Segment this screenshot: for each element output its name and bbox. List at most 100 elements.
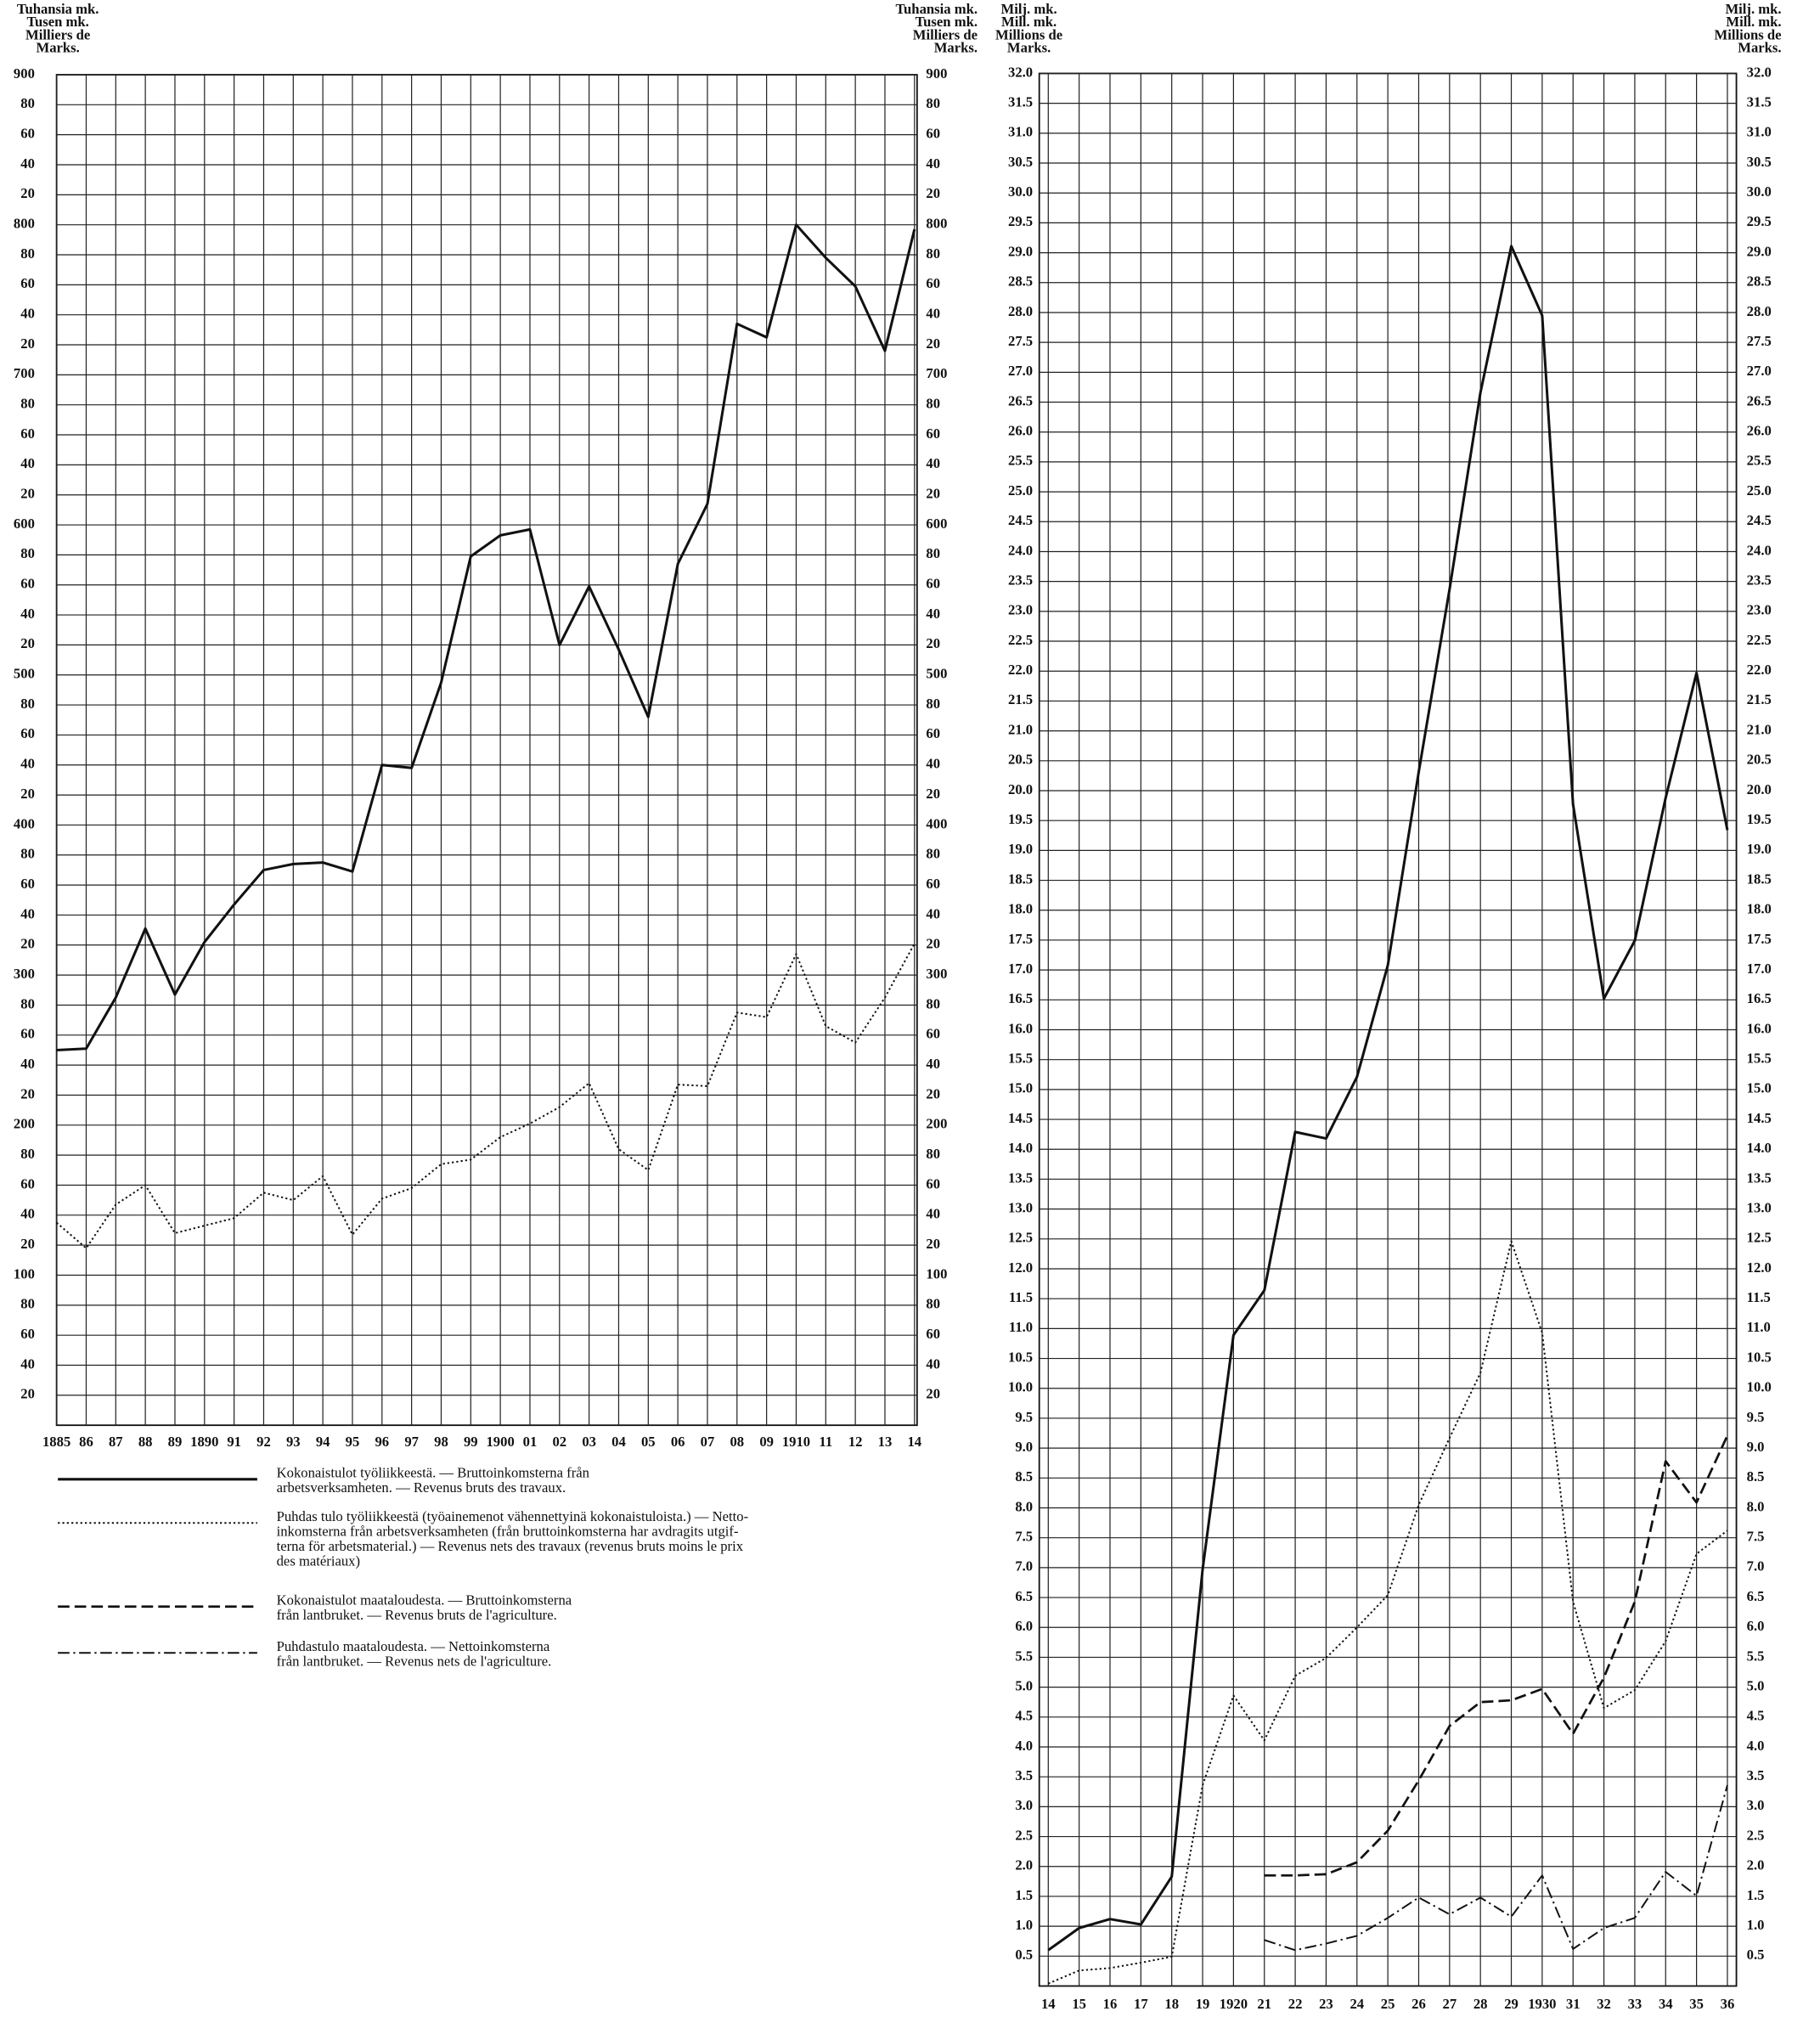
- y-tick-label: 500: [14, 666, 35, 682]
- y-tick-label: 17.5: [1008, 931, 1033, 947]
- y-tick-label: 400: [14, 815, 35, 831]
- y-tick-label: 31.0: [1008, 124, 1033, 140]
- x-tick-label: 13: [878, 1434, 893, 1450]
- y-tick-label-right: 60: [926, 876, 940, 892]
- y-tick-label: 19.5: [1008, 811, 1033, 827]
- y-tick-label-right: 40: [926, 306, 940, 322]
- y-tick-label-right: 80: [926, 1146, 940, 1162]
- y-tick-label-right: 20: [926, 486, 940, 502]
- y-tick-label: 80: [20, 245, 35, 262]
- y-tick-label: 20: [20, 635, 35, 651]
- x-tick-label: 16: [1103, 1996, 1118, 2012]
- x-tick-label: 28: [1473, 1996, 1488, 2012]
- y-tick-label-right: 9.5: [1747, 1409, 1765, 1425]
- y-tick-label: 30.0: [1008, 183, 1033, 200]
- y-tick-label-right: 8.0: [1747, 1498, 1765, 1514]
- x-tick-label: 05: [641, 1434, 656, 1450]
- y-tick-label-right: 29.5: [1747, 213, 1772, 229]
- x-tick-label: 07: [701, 1434, 715, 1450]
- y-tick-label: 16.5: [1008, 990, 1033, 1006]
- y-tick-label: 600: [14, 516, 35, 532]
- y-tick-label-right: 20: [926, 1236, 940, 1252]
- y-tick-label-right: 4.5: [1747, 1708, 1765, 1724]
- y-tick-label: 40: [20, 756, 35, 772]
- y-tick-label: 8.0: [1015, 1498, 1033, 1514]
- y-tick-label: 11.5: [1009, 1289, 1033, 1305]
- y-tick-label-right: 5.0: [1747, 1677, 1765, 1693]
- y-axis-title: Milliers de: [25, 26, 90, 42]
- y-tick-label-right: 6.5: [1747, 1588, 1765, 1604]
- x-tick-label: 1920: [1220, 1996, 1248, 2012]
- y-tick-label-right: 80: [926, 545, 940, 561]
- y-tick-label: 80: [20, 95, 35, 111]
- x-tick-label: 87: [109, 1434, 123, 1450]
- y-axis-title-right: Marks.: [1738, 40, 1781, 56]
- x-tick-label: 1890: [190, 1434, 218, 1450]
- y-tick-label-right: 100: [926, 1265, 947, 1282]
- y-tick-label: 13.5: [1008, 1169, 1033, 1186]
- y-tick-label-right: 13.5: [1747, 1169, 1772, 1186]
- y-tick-label: 20: [20, 486, 35, 502]
- y-tick-label: 80: [20, 696, 35, 712]
- y-tick-label: 21.5: [1008, 691, 1033, 707]
- y-tick-label-right: 17.0: [1747, 961, 1772, 977]
- legend-text: från lantbruket. — Revenus nets de l'agr…: [277, 1653, 552, 1669]
- y-tick-label-right: 25.5: [1747, 453, 1772, 469]
- x-tick-label: 17: [1134, 1996, 1148, 2012]
- y-tick-label-right: 30.5: [1747, 154, 1772, 170]
- y-tick-label-right: 60: [926, 725, 940, 741]
- y-axis-title-right: Tusen mk.: [916, 14, 978, 30]
- x-tick-label: 94: [316, 1434, 330, 1450]
- y-tick-label-right: 13.0: [1747, 1199, 1772, 1215]
- y-tick-label-right: 1.0: [1747, 1917, 1765, 1933]
- y-tick-label-right: 15.0: [1747, 1080, 1772, 1096]
- y-tick-label: 60: [20, 125, 35, 141]
- y-tick-label: 6.0: [1015, 1618, 1033, 1634]
- y-tick-label: 22.0: [1008, 662, 1033, 678]
- y-tick-label: 1.5: [1015, 1887, 1033, 1903]
- y-tick-label: 20.0: [1008, 781, 1033, 797]
- y-tick-label: 22.5: [1008, 632, 1033, 648]
- y-tick-label: 20: [20, 1236, 35, 1252]
- y-tick-label-right: 23.0: [1747, 602, 1772, 618]
- x-tick-label: 99: [464, 1434, 478, 1450]
- y-tick-label-right: 3.5: [1747, 1767, 1765, 1783]
- legend-text: från lantbruket. — Revenus bruts de l'ag…: [277, 1607, 557, 1623]
- x-tick-label: 14: [907, 1434, 921, 1450]
- y-tick-label: 27.5: [1008, 333, 1033, 349]
- y-tick-label: 14.0: [1008, 1140, 1033, 1156]
- y-tick-label: 7.0: [1015, 1558, 1033, 1575]
- y-tick-label-right: 16.0: [1747, 1020, 1772, 1036]
- legend-text: Kokonaistulot maataloudesta. — Bruttoink…: [277, 1592, 572, 1609]
- y-tick-label-right: 80: [926, 396, 940, 412]
- y-tick-label: 100: [14, 1265, 35, 1282]
- x-tick-label: 35: [1689, 1996, 1704, 2012]
- y-tick-label-right: 28.0: [1747, 303, 1772, 319]
- y-tick-label: 26.5: [1008, 392, 1033, 408]
- y-tick-label-right: 30.0: [1747, 183, 1772, 200]
- y-tick-label: 9.0: [1015, 1439, 1033, 1455]
- legend-text: des matériaux): [277, 1552, 360, 1569]
- y-tick-label-right: 12.5: [1747, 1230, 1772, 1246]
- y-tick-label-right: 17.5: [1747, 931, 1772, 947]
- y-tick-label-right: 28.5: [1747, 273, 1772, 290]
- y-tick-label: 60: [20, 1026, 35, 1042]
- y-tick-label: 19.0: [1008, 841, 1033, 857]
- y-tick-label: 29.5: [1008, 213, 1033, 229]
- y-tick-label: 40: [20, 905, 35, 921]
- y-tick-label-right: 80: [926, 245, 940, 262]
- data-line: [56, 223, 916, 1051]
- x-tick-label: 29: [1504, 1996, 1519, 2012]
- y-tick-label-right: 800: [926, 216, 947, 232]
- y-tick-label: 27.0: [1008, 363, 1033, 379]
- x-tick-label: 01: [523, 1434, 538, 1450]
- y-tick-label: 15.5: [1008, 1051, 1033, 1067]
- y-tick-label-right: 29.0: [1747, 243, 1772, 259]
- y-tick-label-right: 80: [926, 995, 940, 1011]
- y-tick-label: 20: [20, 936, 35, 952]
- y-axis-title: Milj. mk.: [1001, 1, 1057, 17]
- x-tick-label: 34: [1659, 1996, 1673, 2012]
- x-tick-label: 32: [1597, 1996, 1611, 2012]
- y-tick-label-right: 60: [926, 275, 940, 291]
- x-tick-label: 1910: [782, 1434, 810, 1450]
